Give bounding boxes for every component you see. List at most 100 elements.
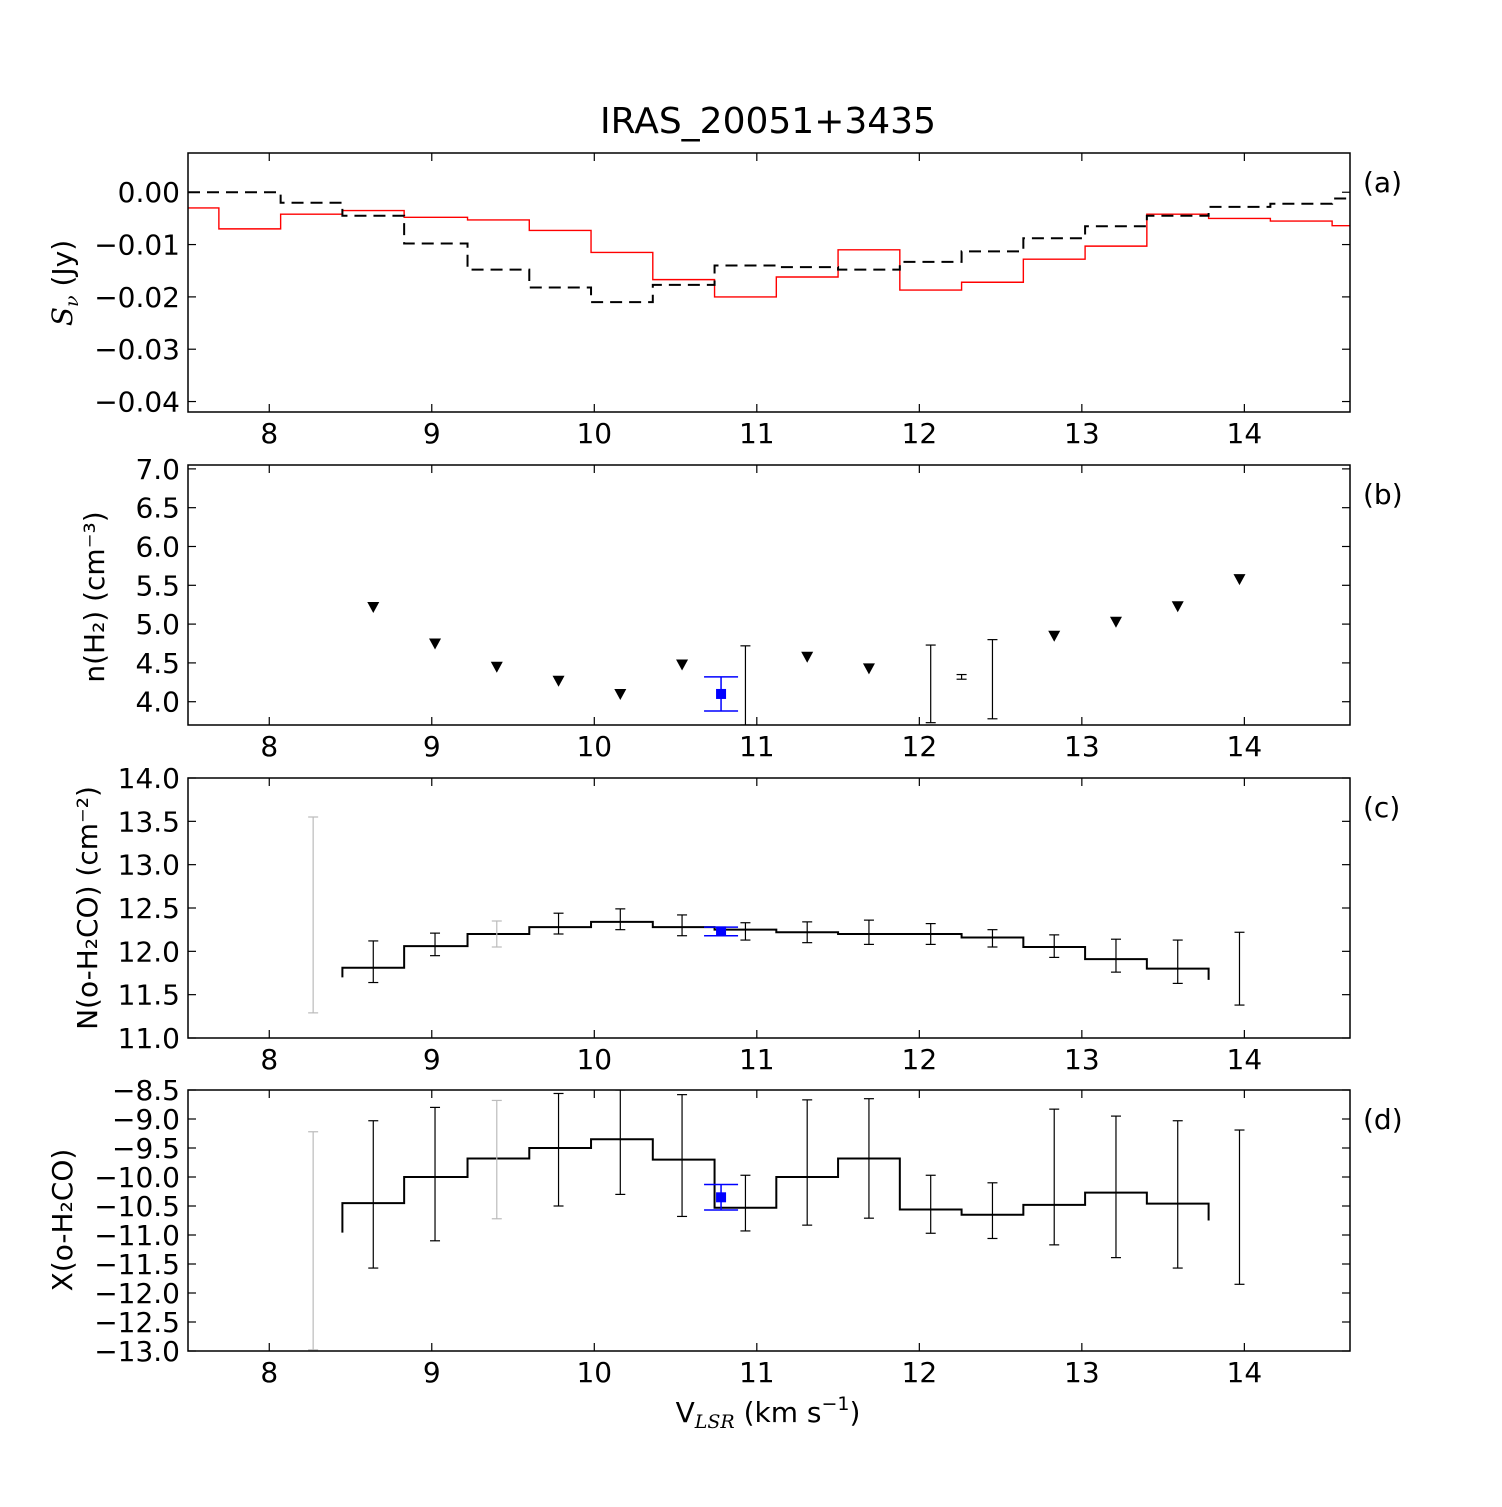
highlight-point: [704, 1183, 739, 1211]
x-tick-label: 12: [902, 1043, 938, 1076]
highlight-marker: [716, 1192, 727, 1203]
axes-frame: [187, 1089, 1351, 1352]
highlight-marker: [716, 688, 727, 699]
error-bar: [987, 1182, 998, 1240]
x-tick-label: 10: [576, 1043, 612, 1076]
error-bar: [430, 1106, 441, 1242]
y-tick-label: 5.0: [135, 608, 180, 641]
x-tick-label: 8: [260, 730, 278, 763]
chart-title: IRAS_20051+3435: [600, 101, 936, 142]
error-bar: [802, 1099, 813, 1226]
error-bar: [802, 921, 813, 944]
error-bar: [368, 940, 379, 984]
upper-limit-marker: [614, 688, 627, 700]
y-tick-label: 13.5: [118, 805, 180, 838]
y-axis-label-symbol: S: [46, 307, 79, 326]
x-tick-label: 14: [1227, 1043, 1263, 1076]
x-tick-label: 9: [423, 1356, 441, 1389]
y-tick-label: 13.0: [118, 849, 180, 882]
error-bar: [1049, 934, 1060, 959]
x-tick-label: 8: [260, 1356, 278, 1389]
error-bar: [430, 932, 441, 957]
x-axis-label-end: ): [850, 1396, 861, 1429]
x-tick-label: 10: [576, 417, 612, 450]
error-bar: [1172, 1120, 1183, 1269]
series-red_spectrum: [188, 207, 1350, 298]
error-bar: [677, 914, 688, 937]
y-tick-label: 14.0: [118, 762, 180, 795]
panel-label: (b): [1363, 478, 1403, 511]
x-tick-label: 9: [423, 1043, 441, 1076]
x-tick-label: 14: [1227, 417, 1263, 450]
panel-label: (c): [1363, 791, 1400, 824]
error-bar: [1049, 1108, 1060, 1246]
error-bar: [925, 922, 936, 946]
upper-limit-marker: [1048, 630, 1061, 642]
plot-area: [308, 816, 1245, 1014]
x-tick-label: 11: [739, 417, 775, 450]
y-tick-label: −0.02: [94, 281, 180, 314]
x-tick-label: 12: [902, 730, 938, 763]
y-tick-label: 0.00: [118, 176, 180, 209]
x-tick-label: 9: [423, 417, 441, 450]
y-tick-label: 12.5: [118, 892, 180, 925]
y-tick-label: 6.0: [135, 530, 180, 563]
x-tick-label: 9: [423, 730, 441, 763]
y-tick-label: −11.5: [94, 1248, 180, 1281]
upper-limit-marker: [1233, 574, 1246, 586]
y-tick-label: −9.0: [112, 1103, 180, 1136]
x-tick-label: 12: [902, 1356, 938, 1389]
x-axis-label-sup: −1: [821, 1393, 849, 1415]
error-bar: [740, 922, 751, 941]
error-bar: [1172, 939, 1183, 985]
error-bar: [615, 908, 626, 931]
y-tick-label: −0.03: [94, 333, 180, 366]
upper-limit-marker: [552, 675, 565, 687]
step-line: [341, 1138, 1210, 1233]
plot-area: [308, 1090, 1245, 1351]
panel-b: 8 9 10 11 12 13 14 4.0 4.5 5.0 5.5 6.0 6.5 7.0 (b) n(H₂…: [78, 453, 1403, 763]
y-tick-label: 12.0: [118, 935, 180, 968]
panels: 8 9 10 11 12 13 14 0.00 −0.01 −0.02 −0.03 −0.04 (a) S…: [46, 152, 1403, 1389]
y-tick-label: −9.5: [112, 1132, 180, 1165]
axes-frame: [187, 464, 1351, 726]
error-bar: [987, 929, 998, 948]
x-tick-label: 11: [739, 1356, 775, 1389]
error-bar: [553, 912, 564, 935]
upper-limit-marker: [862, 663, 875, 675]
x-tick-label: 13: [1064, 730, 1100, 763]
step-line: [341, 920, 1210, 980]
y-tick-label: 7.0: [135, 453, 180, 486]
x-tick-label: 13: [1064, 417, 1100, 450]
error-bar: [1110, 1115, 1121, 1259]
y-axis-label-unit: (Jy): [46, 240, 79, 296]
plot-area: [188, 191, 1350, 304]
y-tick-label: −12.5: [94, 1306, 180, 1339]
y-tick-label: −12.0: [94, 1277, 180, 1310]
panel-a: 8 9 10 11 12 13 14 0.00 −0.01 −0.02 −0.03 −0.04 (a) S…: [46, 152, 1402, 450]
error-bar: [1234, 1129, 1245, 1285]
y-axis-label: Sν (Jy): [46, 240, 83, 326]
error-bar: [956, 673, 967, 680]
y-tick-label: −11.0: [94, 1219, 180, 1252]
y-tick-label: −8.5: [112, 1074, 180, 1107]
x-tick-label: 12: [902, 417, 938, 450]
panel-label: (d): [1363, 1103, 1403, 1136]
error-bar: [677, 1094, 688, 1218]
plot-area: [367, 574, 1246, 725]
x-tick-label: 14: [1227, 1356, 1263, 1389]
upper-limit-marker: [1109, 616, 1122, 628]
y-tick-label: −0.01: [94, 229, 180, 262]
x-axis-label: VLSR (km s−1): [676, 1393, 861, 1433]
error-bar: [491, 1099, 502, 1220]
x-tick-label: 11: [739, 730, 775, 763]
y-tick-label: 11.0: [118, 1022, 180, 1055]
error-bar: [308, 1131, 319, 1351]
x-tick-label: 8: [260, 417, 278, 450]
error-bar: [740, 1174, 751, 1232]
y-axis-label: n(H₂) (cm⁻³): [78, 511, 111, 682]
error-bar: [925, 1174, 936, 1234]
y-axis-label: N(o-H₂CO) (cm⁻²): [71, 786, 104, 1030]
series-black_dashed_spectrum: [188, 191, 1350, 304]
highlight-marker: [716, 926, 727, 937]
